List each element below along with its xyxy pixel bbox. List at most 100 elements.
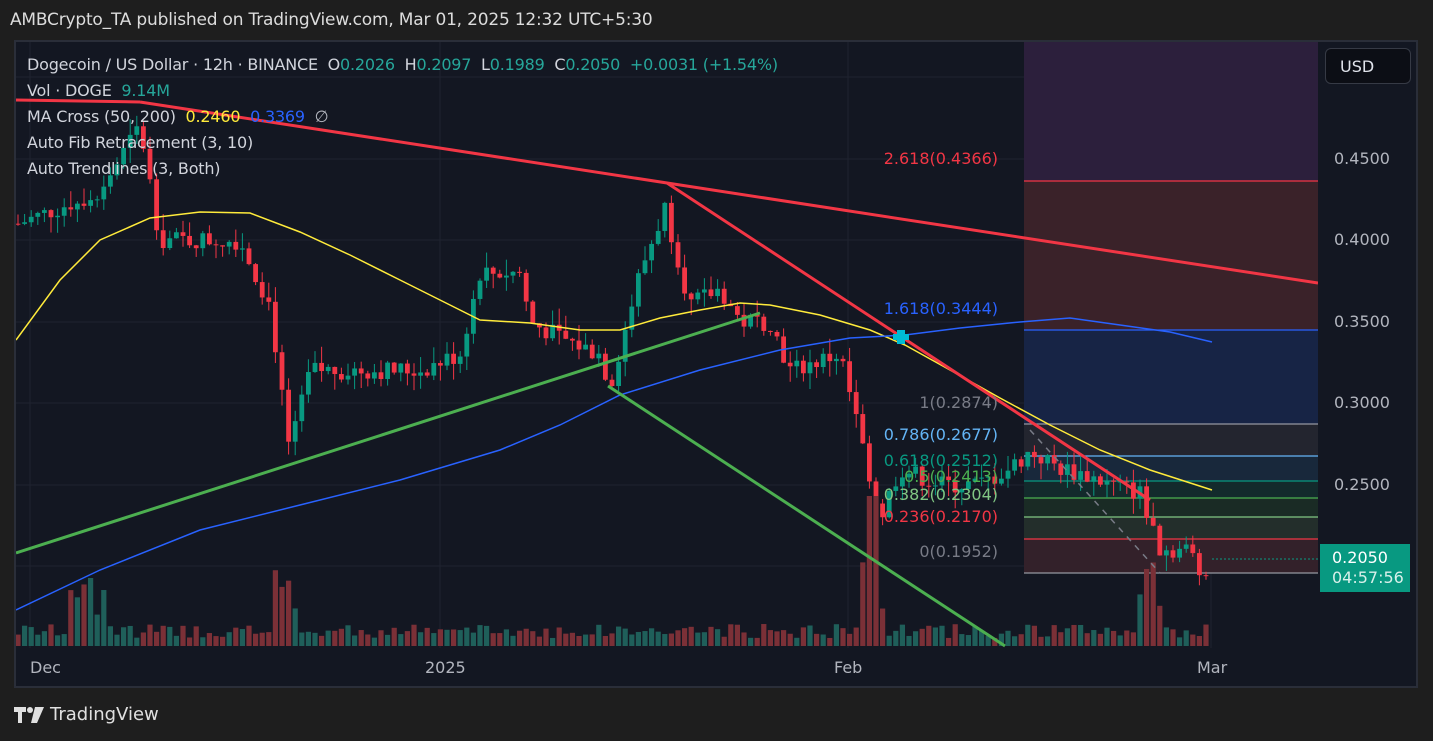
volume-bar (1117, 635, 1123, 646)
volume-bar (398, 634, 404, 646)
candle-body (418, 372, 423, 376)
currency-button[interactable]: USD (1325, 48, 1411, 84)
volume-bar (1091, 630, 1097, 646)
volume-bar (239, 629, 245, 646)
volume-bar (503, 629, 509, 646)
volume-bar (107, 626, 113, 646)
volume-bar (616, 626, 622, 646)
volume-bar (1177, 637, 1183, 646)
candle-body (543, 327, 549, 339)
candle-body (702, 289, 707, 293)
candle-body (959, 489, 965, 493)
candle-body (438, 363, 443, 366)
candle-body (292, 421, 298, 442)
candle-body (391, 362, 397, 373)
volume-bar (1045, 636, 1051, 646)
symbol-title[interactable]: Dogecoin / US Dollar · 12h · BINANCE (27, 55, 318, 74)
volume-bar (477, 625, 483, 646)
volume-bar (688, 626, 694, 646)
candle-body (616, 361, 621, 386)
candle-body (946, 476, 951, 481)
candle-body (754, 314, 760, 317)
candle-body (510, 271, 516, 276)
candle-body (530, 301, 536, 324)
candle-body (497, 273, 503, 278)
candle-body (583, 344, 588, 350)
trendlines-indicator-row[interactable]: Auto Trendlines (3, Both) (27, 159, 221, 178)
candle-body (596, 353, 602, 359)
volume-bar (253, 633, 259, 646)
volume-bar (41, 631, 47, 646)
volume-row[interactable]: Vol · DOGE 9.14M (27, 81, 170, 100)
candle-body (926, 485, 932, 487)
candle-body (919, 466, 925, 486)
candle-body (1071, 464, 1077, 480)
candle-body (444, 353, 450, 366)
volume-bar (761, 624, 767, 646)
candle-body (1197, 553, 1202, 576)
candle-body (332, 366, 338, 375)
fib-level-label: 0(0.1952) (919, 542, 998, 561)
candle-body (1018, 459, 1024, 467)
volume-bar (728, 624, 734, 646)
volume-bar (860, 562, 866, 646)
volume-bar (173, 635, 179, 646)
volume-bar (510, 635, 516, 646)
tradingview-logo-icon (14, 706, 44, 723)
volume-bar (1031, 625, 1037, 646)
volume-bar (807, 625, 813, 646)
candle-body (688, 293, 694, 300)
ma-cross-row[interactable]: MA Cross (50, 200) 0.2460 0.3369 ∅ (27, 107, 329, 126)
candle-body (220, 245, 225, 247)
candle-body (1065, 464, 1070, 475)
volume-bar (906, 635, 912, 646)
bar-countdown: 04:57:56 (1332, 568, 1404, 587)
volume-bar (193, 626, 199, 646)
volume-bar (893, 630, 899, 646)
volume-bar (497, 633, 503, 646)
volume-bar (847, 633, 853, 646)
resistance-trendline (139, 100, 1318, 285)
volume-bar (543, 628, 549, 646)
volume-bar (1071, 624, 1077, 646)
candle-body (68, 207, 74, 210)
volume-bar (404, 631, 410, 646)
candle-body (1025, 451, 1031, 467)
candle-body (477, 280, 483, 299)
resistance-trendline (666, 181, 1151, 502)
candle-body (431, 363, 437, 376)
candle-body (636, 273, 641, 307)
candle-body (820, 353, 826, 368)
fib-level-label: 2.618(0.4366) (883, 149, 998, 168)
candle-body (1098, 476, 1103, 485)
volume-bar (721, 636, 727, 646)
candle-body (906, 473, 912, 478)
fib-indicator-row[interactable]: Auto Fib Retracement (3, 10) (27, 133, 254, 152)
candle-body (451, 353, 456, 364)
chart-legend: Dogecoin / US Dollar · 12h · BINANCE O0.… (27, 52, 778, 182)
candle-body (81, 203, 87, 206)
volume-bar (622, 628, 628, 646)
volume-bar (338, 628, 344, 646)
volume-bar (517, 630, 523, 646)
tradingview-logo[interactable]: TradingView (14, 704, 159, 725)
volume-bar (642, 631, 648, 646)
candle-body (279, 352, 285, 390)
volume-bar (371, 637, 377, 646)
volume-bar (1051, 625, 1057, 646)
volume-bar (352, 635, 358, 646)
volume-bar (985, 635, 991, 646)
volume-bar (187, 637, 193, 646)
candle-body (22, 222, 27, 224)
volume-bar (94, 614, 100, 646)
volume-bar (576, 635, 582, 646)
time-tick: 2025 (425, 658, 466, 677)
volume-bar (563, 633, 569, 646)
volume-bar (484, 625, 490, 646)
candle-body (1058, 463, 1064, 475)
candle-body (1124, 481, 1130, 483)
price-chart[interactable] (16, 42, 1318, 648)
candle-body (286, 389, 291, 442)
ma-cross-marker-icon (893, 330, 909, 344)
volume-bar (589, 634, 595, 646)
